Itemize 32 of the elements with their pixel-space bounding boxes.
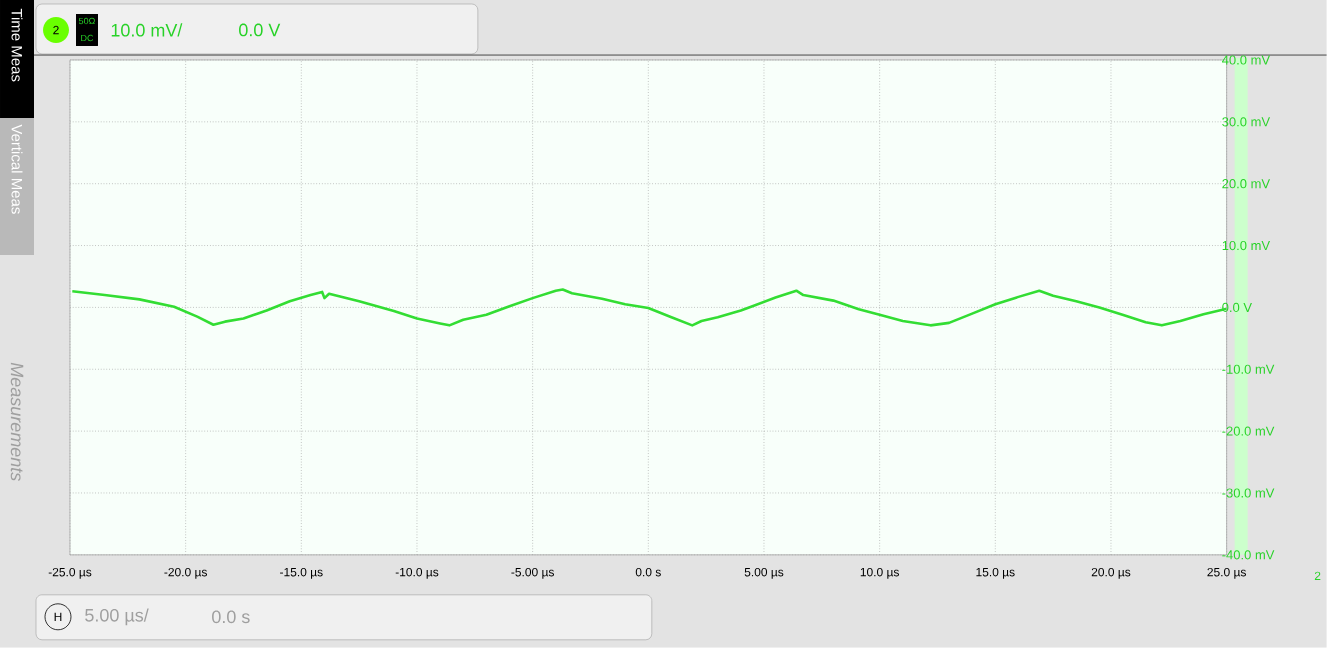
y-tick-label: -30.0 mV <box>1222 488 1275 498</box>
y-tick-label: -10.0 mV <box>1222 364 1275 374</box>
text: Vertical Meas <box>11 124 23 214</box>
text: Time Meas <box>11 8 23 82</box>
text: 50Ω <box>78 17 95 25</box>
x-tick-label: -25.0 µs <box>48 567 92 579</box>
y-tick-label: 0.0 V <box>1222 302 1252 313</box>
y-tick-label: 10.0 mV <box>1222 241 1271 251</box>
text: 5.00 µs/ <box>85 608 149 626</box>
x-tick-label: 15.0 µs <box>976 567 1015 579</box>
y-tick-label: 20.0 mV <box>1222 179 1271 189</box>
y-tick-label: -20.0 mV <box>1222 426 1275 436</box>
text: 0.0 s <box>212 610 250 624</box>
x-tick-label: 5.00 µs <box>744 567 784 579</box>
text: 0.0 V <box>239 23 281 37</box>
y-tick-label: 40.0 mV <box>1222 55 1271 65</box>
x-tick-label: 0.0 s <box>635 567 661 577</box>
y-tick-label: -40.0 mV <box>1222 550 1275 560</box>
text: 10.0 mV/ <box>111 23 183 37</box>
text: H <box>54 612 62 622</box>
text: 2 <box>53 25 59 35</box>
text: DC <box>81 34 94 42</box>
x-tick-label: 10.0 µs <box>860 567 900 579</box>
x-tick-label: 25.0 µs <box>1207 567 1246 579</box>
text: 2 <box>1314 571 1321 581</box>
x-tick-label: 20.0 µs <box>1091 567 1131 579</box>
x-tick-label: -15.0 µs <box>280 567 323 579</box>
x-tick-label: -5.00 µs <box>511 567 555 579</box>
x-tick-label: -10.0 µs <box>395 567 439 579</box>
x-tick-label: -20.0 µs <box>164 567 208 579</box>
text: Measurements <box>10 362 24 481</box>
y-tick-label: 30.0 mV <box>1222 117 1271 127</box>
